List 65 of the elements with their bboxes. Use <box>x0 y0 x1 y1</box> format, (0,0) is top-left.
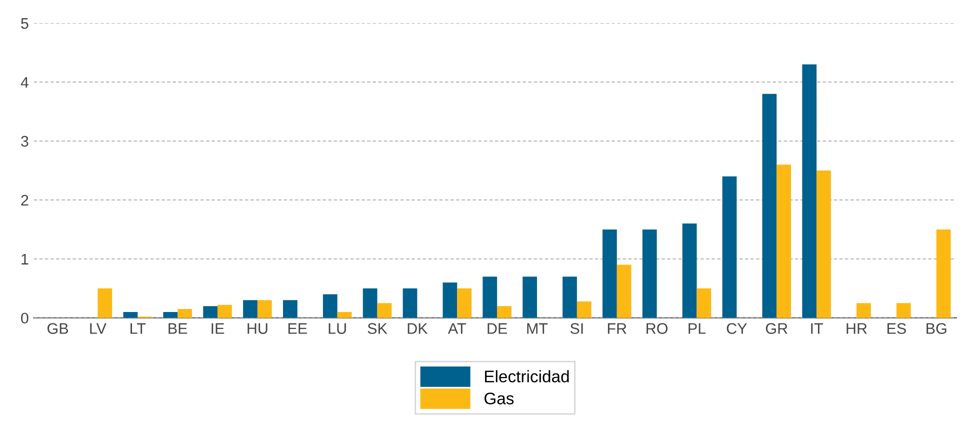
bar <box>257 300 272 318</box>
x-tick-label: GR <box>766 323 788 334</box>
x-tick-label: SK <box>368 323 388 334</box>
x-tick-label: CY <box>726 323 747 334</box>
bar <box>602 229 617 318</box>
bar <box>123 312 138 318</box>
bar <box>402 288 418 318</box>
bar <box>816 170 831 318</box>
bar <box>682 224 697 318</box>
bar <box>802 64 817 318</box>
bar <box>178 309 192 318</box>
bar <box>203 306 218 318</box>
y-tick-label: 4 <box>20 77 28 88</box>
x-tick-label: GB <box>48 323 68 334</box>
bar <box>163 312 178 318</box>
bar <box>522 276 538 318</box>
x-tick-label: BG <box>926 323 946 334</box>
bar <box>642 229 657 318</box>
bar <box>776 164 792 318</box>
bar <box>337 312 352 318</box>
y-tick-label: 1 <box>22 254 28 264</box>
y-tick-label: 2 <box>21 194 28 206</box>
y-tick-label: 0 <box>21 312 28 324</box>
bar <box>98 288 112 318</box>
x-tick-label: PL <box>688 323 706 334</box>
bar <box>562 276 577 318</box>
x-tick-label: IE <box>212 323 224 334</box>
x-tick-label: DE <box>488 323 508 334</box>
x-tick-label: BE <box>168 323 188 334</box>
bar <box>856 303 871 318</box>
x-tick-label: MT <box>527 323 548 334</box>
bar <box>936 229 951 318</box>
bar <box>362 288 378 318</box>
x-tick-label: FR <box>608 323 626 334</box>
x-tick-label: AT <box>448 323 466 334</box>
legend-label: Electricidad <box>485 370 569 382</box>
bar <box>243 300 258 318</box>
x-tick-label: RO <box>646 323 668 334</box>
x-tick-label: ES <box>888 323 906 334</box>
bar <box>616 264 632 318</box>
x-tick-label: HU <box>248 323 268 334</box>
bar <box>576 301 592 318</box>
x-tick-label: LU <box>328 323 346 334</box>
x-tick-label: EE <box>288 323 307 334</box>
bar <box>218 304 232 318</box>
bar <box>896 303 911 318</box>
bar <box>377 303 392 318</box>
bar <box>497 306 512 318</box>
bar <box>283 300 298 318</box>
x-tick-label: IT <box>811 323 823 334</box>
bar <box>482 276 498 318</box>
bar <box>762 94 777 318</box>
legend-label: Gas <box>484 392 514 404</box>
bar <box>722 176 737 318</box>
x-tick-label: LV <box>90 323 106 334</box>
x-tick-label: LT <box>130 323 146 334</box>
x-tick-label: DK <box>408 323 428 334</box>
x-tick-label: HR <box>846 323 867 334</box>
bar <box>457 288 472 318</box>
bar <box>696 288 712 318</box>
x-tick-label: SI <box>570 323 583 334</box>
bar <box>442 282 458 318</box>
bar <box>322 294 338 318</box>
y-tick-label: 5 <box>21 18 28 29</box>
y-tick-label: 3 <box>21 136 28 147</box>
